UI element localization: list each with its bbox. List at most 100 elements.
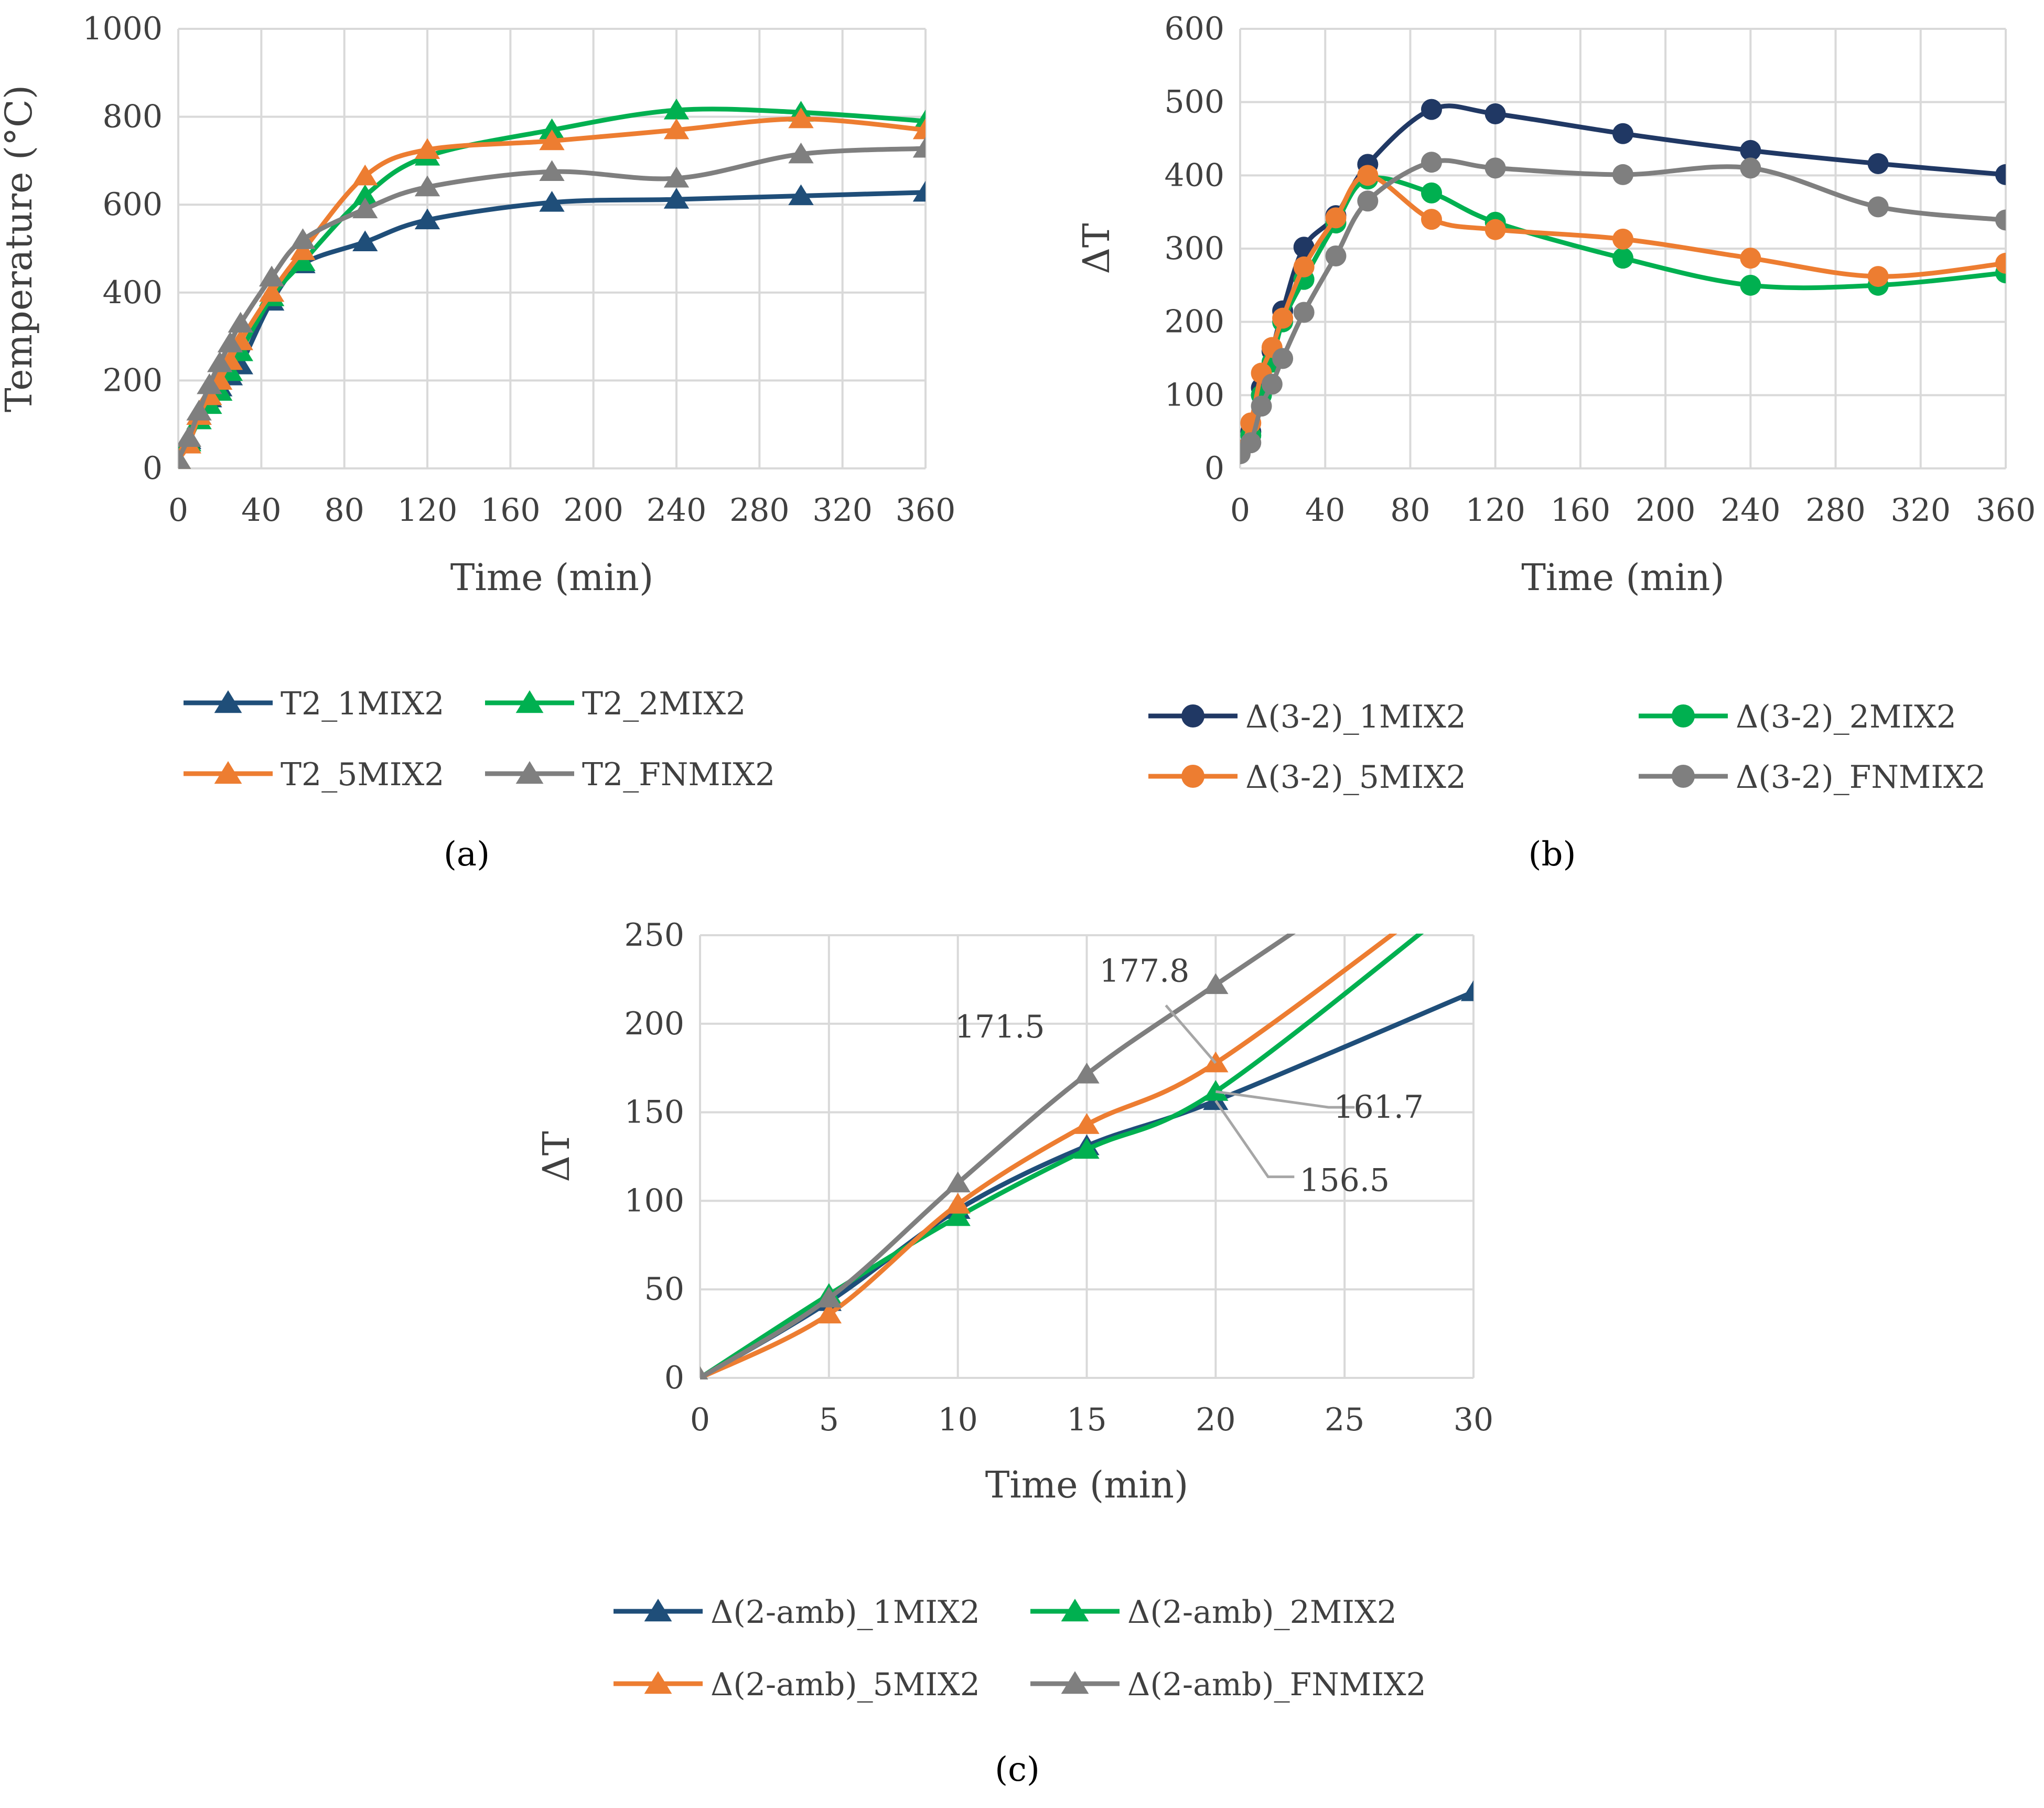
- data-point: [945, 1171, 971, 1193]
- x-tick-label: 360: [1976, 492, 2036, 529]
- legend-marker: [644, 1671, 672, 1694]
- y-tick-label: 800: [102, 99, 163, 135]
- data-point: [414, 208, 440, 230]
- x-tick-label: 120: [397, 492, 458, 529]
- legend-marker: [644, 1599, 672, 1622]
- chart-b: 0 40 80 120 160 200 240 280 320 360 0 100 200 300 400 5…: [1075, 10, 2036, 874]
- y-tick-label: 50: [644, 1271, 684, 1308]
- data-label: 177.8: [1100, 953, 1190, 990]
- data-point: [217, 331, 243, 352]
- series-layer: [178, 99, 926, 469]
- legend-marker: [1181, 704, 1204, 728]
- data-point: [1421, 209, 1442, 230]
- x-tick-label: 40: [241, 492, 281, 529]
- data-point: [1421, 152, 1442, 173]
- y-tick-label: 200: [624, 1005, 684, 1042]
- y-tick-label: 400: [1164, 157, 1224, 194]
- annotation-leader: [1215, 1090, 1355, 1109]
- data-point: [1293, 256, 1315, 277]
- annotation-leader: [1165, 1004, 1217, 1064]
- data-point: [1995, 164, 2006, 185]
- x-tick-label: 320: [812, 492, 873, 529]
- data-point: [259, 281, 285, 302]
- legend-marker: [1672, 765, 1695, 788]
- panel-label: (c): [995, 1750, 1040, 1789]
- y-tick-label: 0: [143, 450, 163, 487]
- legend-label: T2_1MIX2: [281, 686, 444, 722]
- data-point: [700, 1366, 708, 1379]
- legend-marker: [1672, 704, 1695, 728]
- data-point: [945, 1205, 971, 1226]
- data-point: [1460, 980, 1473, 1001]
- y-tick-label: 600: [1164, 10, 1224, 47]
- data-point: [1612, 123, 1633, 144]
- legend-marker: [214, 761, 242, 784]
- legend-label: Δ(3-2)_FNMIX2: [1736, 759, 1986, 796]
- data-point: [197, 373, 222, 394]
- x-tick-label: 280: [1805, 492, 1866, 529]
- data-point: [1357, 190, 1379, 212]
- x-tick-label: 0: [690, 1402, 710, 1438]
- y-axis-title: ΔT: [1075, 223, 1118, 274]
- y-tick-label: 200: [1164, 304, 1224, 340]
- chart-a: 0 40 80 120 160 200 240 280 320 360 0 200 400 600 800 1…: [0, 10, 955, 874]
- y-tick-label: 500: [1164, 84, 1224, 121]
- data-point: [1203, 1080, 1229, 1101]
- data-point: [290, 228, 316, 249]
- y-tick-label: 300: [1164, 230, 1224, 267]
- annotation-leader: [1214, 1100, 1295, 1179]
- data-point: [1421, 182, 1442, 204]
- y-tick-label: 600: [102, 186, 163, 223]
- legend-marker: [515, 690, 544, 713]
- data-point: [1740, 140, 1761, 161]
- data-point: [788, 142, 814, 164]
- x-axis-title: Time (min): [985, 1463, 1189, 1506]
- y-tick-label: 100: [624, 1182, 684, 1219]
- data-point: [1261, 373, 1283, 395]
- y-tick-label: 0: [664, 1360, 684, 1396]
- legend-label: Δ(3-2)_1MIX2: [1245, 699, 1466, 735]
- data-point: [352, 230, 378, 252]
- data-point: [912, 180, 926, 202]
- legend-marker: [515, 761, 544, 784]
- data-point: [539, 118, 565, 140]
- data-point: [539, 160, 565, 181]
- data-point: [178, 448, 191, 469]
- x-tick-label: 5: [819, 1402, 839, 1438]
- data-point: [1740, 274, 1761, 296]
- x-tick-label: 80: [1390, 492, 1430, 529]
- x-tick-label: 360: [896, 492, 956, 529]
- x-tick-label: 15: [1067, 1402, 1106, 1438]
- data-point: [1612, 164, 1633, 185]
- x-tick-label: 40: [1305, 492, 1345, 529]
- legend-marker: [1061, 1671, 1089, 1694]
- data-point: [290, 250, 316, 271]
- data-point: [663, 99, 690, 120]
- data-point: [1421, 99, 1442, 120]
- y-tick-label: 150: [624, 1094, 684, 1131]
- y-tick-label: 1000: [82, 10, 163, 47]
- panel-label: (b): [1529, 835, 1576, 874]
- data-point: [912, 118, 926, 140]
- y-axis-title: ΔT: [535, 1131, 578, 1182]
- legend-marker: [1061, 1599, 1089, 1622]
- x-axis-title: Time (min): [1521, 556, 1725, 599]
- data-point: [1740, 157, 1761, 179]
- data-point: [207, 351, 233, 372]
- data-point: [1867, 266, 1889, 287]
- data-point: [352, 164, 378, 186]
- data-point: [1867, 153, 1889, 174]
- x-tick-label: 160: [480, 492, 541, 529]
- data-point: [816, 1302, 842, 1324]
- series-line: [178, 190, 926, 462]
- data-label: 161.7: [1333, 1089, 1424, 1126]
- data-point: [186, 400, 212, 421]
- x-tick-label: 280: [729, 492, 790, 529]
- legend-label: Δ(3-2)_5MIX2: [1245, 759, 1466, 796]
- data-point: [290, 239, 316, 260]
- legend-marker: [214, 690, 242, 713]
- data-point: [1074, 1063, 1100, 1084]
- series-line: [700, 934, 1424, 1379]
- data-point: [1995, 252, 2006, 274]
